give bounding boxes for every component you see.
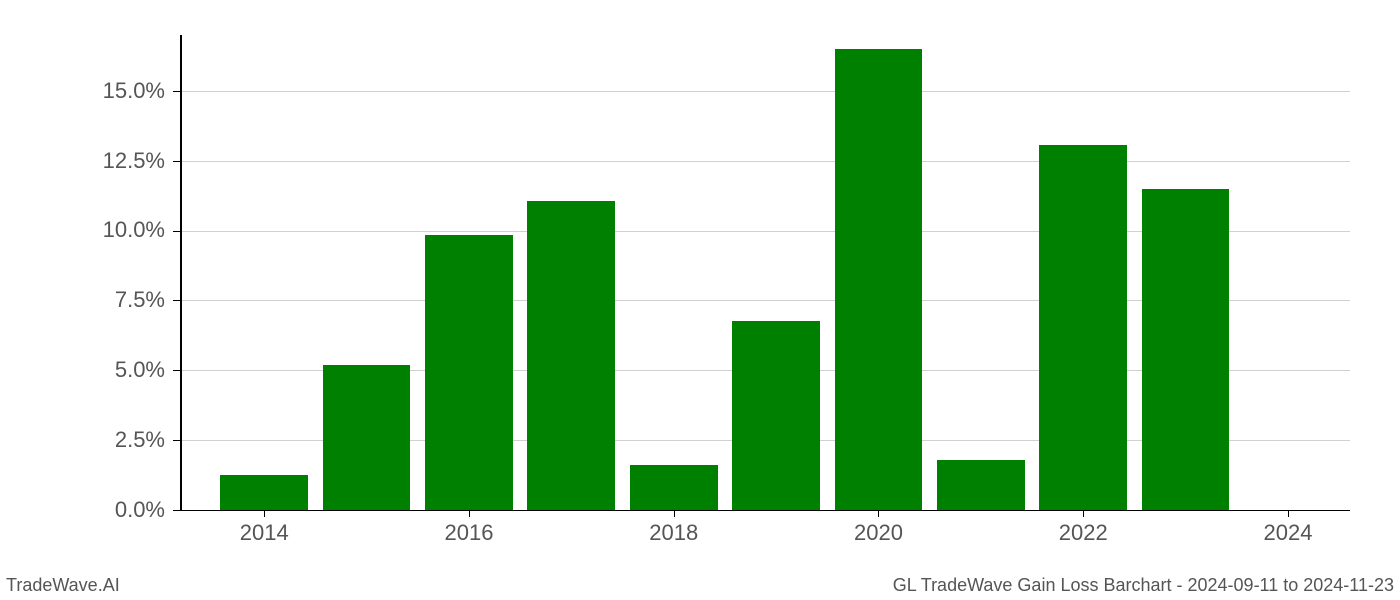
ytick-mark [173, 231, 180, 232]
xtick-label: 2014 [214, 520, 314, 546]
footer-left-label: TradeWave.AI [6, 575, 120, 596]
xtick-label: 2022 [1033, 520, 1133, 546]
y-axis [180, 35, 182, 510]
bar [630, 465, 718, 510]
xtick-mark [674, 510, 675, 517]
bar [937, 460, 1025, 510]
ytick-label: 2.5% [70, 427, 165, 453]
ytick-mark [173, 510, 180, 511]
ytick-label: 12.5% [70, 148, 165, 174]
ytick-mark [173, 91, 180, 92]
bar [732, 321, 820, 510]
xtick-mark [878, 510, 879, 517]
bar [425, 235, 513, 510]
x-axis [180, 510, 1350, 512]
barchart: 0.0% 2.5% 5.0% 7.5% 10.0% 12.5% 15.0% 2014 2016 2… [0, 0, 1400, 600]
ytick-mark [173, 300, 180, 301]
bar [1142, 189, 1230, 510]
xtick-mark [264, 510, 265, 517]
ytick-label: 5.0% [70, 357, 165, 383]
xtick-label: 2016 [419, 520, 519, 546]
bar [1039, 145, 1127, 510]
bar [527, 201, 615, 510]
ytick-label: 7.5% [70, 287, 165, 313]
xtick-label: 2018 [624, 520, 724, 546]
ytick-label: 0.0% [70, 497, 165, 523]
gridline [180, 91, 1350, 92]
ytick-mark [173, 161, 180, 162]
xtick-label: 2024 [1238, 520, 1338, 546]
xtick-mark [469, 510, 470, 517]
xtick-mark [1288, 510, 1289, 517]
bar [220, 475, 308, 510]
ytick-mark [173, 370, 180, 371]
ytick-label: 15.0% [70, 78, 165, 104]
ytick-label: 10.0% [70, 217, 165, 243]
gridline [180, 161, 1350, 162]
xtick-mark [1083, 510, 1084, 517]
bar [323, 365, 411, 510]
footer-right-label: GL TradeWave Gain Loss Barchart - 2024-0… [893, 575, 1394, 596]
ytick-mark [173, 440, 180, 441]
bar [835, 49, 923, 510]
xtick-label: 2020 [828, 520, 928, 546]
plot-area: 0.0%2.5%5.0%7.5%10.0%12.5%15.0%201420162… [180, 35, 1350, 510]
